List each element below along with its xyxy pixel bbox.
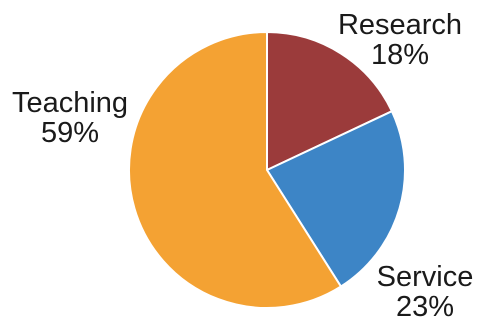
pie-slices [128, 30, 406, 309]
pie-slice-teaching [128, 30, 343, 309]
slice-value-research: 18% [371, 39, 429, 71]
slice-name-research: Research [338, 9, 462, 41]
slice-name-teaching: Teaching [12, 87, 128, 119]
pie-slice-research [266, 30, 394, 172]
pie-slice-service [265, 109, 406, 288]
slice-value-teaching: 59% [41, 117, 99, 149]
slice-value-service: 23% [396, 291, 454, 320]
slice-name-service: Service [377, 261, 474, 293]
